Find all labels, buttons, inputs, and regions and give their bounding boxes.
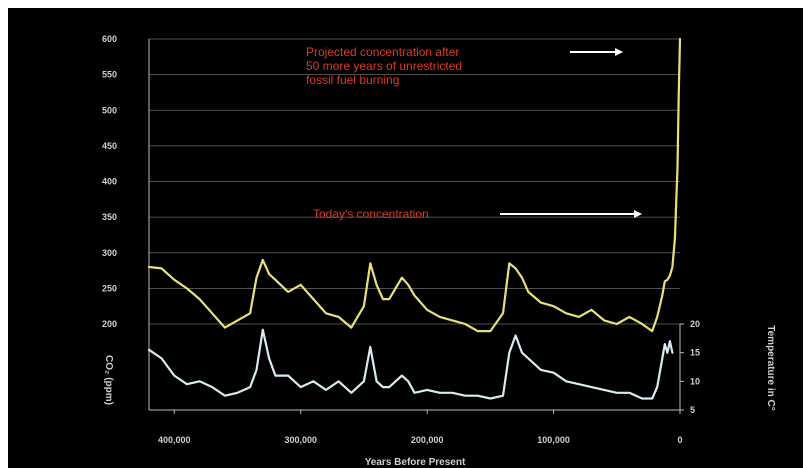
co2-temperature-chart: 600 550 500 450 400 350 300 250 200 20 15 10 5 400,…	[102, 34, 776, 468]
x-tick-label: 400,000	[158, 435, 191, 445]
temperature-series-line	[147, 328, 674, 400]
y-tick-label-left: 200	[102, 319, 117, 329]
co2-series-line	[147, 37, 682, 333]
x-axis-label: Years Before Present	[365, 457, 466, 468]
annotation-text: Today's concentration	[313, 207, 429, 221]
y-ticks-left: 600 550 500 450 400 350 300 250 200	[102, 34, 117, 329]
x-ticks: 400,000 300,000 200,000 100,000 0	[158, 410, 683, 445]
annotation-arrow-head	[615, 48, 624, 56]
chart-frame: 600 550 500 450 400 350 300 250 200 20 15 10 5 400,…	[8, 8, 803, 468]
y-axis-label-left: CO₂ (ppm)	[103, 355, 114, 405]
y-tick-label-right: 10	[690, 376, 700, 386]
grid	[149, 38, 680, 325]
x-tick-label: 0	[677, 435, 682, 445]
y-tick-label-left: 550	[102, 70, 117, 80]
y-tick-label-left: 350	[102, 212, 117, 222]
x-tick-label: 300,000	[284, 435, 317, 445]
x-tick-label: 100,000	[537, 435, 570, 445]
y-ticks-right: 20 15 10 5	[680, 319, 700, 415]
x-tick-label: 200,000	[411, 435, 444, 445]
y-tick-label-right: 20	[690, 319, 700, 329]
axes	[148, 39, 681, 411]
y-tick-label-left: 450	[102, 141, 117, 151]
y-tick-label-left: 400	[102, 177, 117, 187]
y-tick-label-left: 500	[102, 105, 117, 115]
annotation-arrow-head	[634, 210, 643, 218]
annotation-text: 50 more years of unrestricted	[306, 59, 462, 73]
y-tick-label-right: 15	[690, 348, 700, 358]
y-tick-label-left: 300	[102, 248, 117, 258]
series	[147, 37, 682, 400]
annotation-text: fossil fuel burning	[306, 73, 399, 87]
y-tick-label-left: 250	[102, 283, 117, 293]
y-axis-label-right: Temperature in C°	[765, 325, 776, 411]
annotation-text: Projected concentration after	[306, 45, 459, 59]
y-tick-label-left: 600	[102, 34, 117, 44]
y-tick-label-right: 5	[690, 405, 695, 415]
